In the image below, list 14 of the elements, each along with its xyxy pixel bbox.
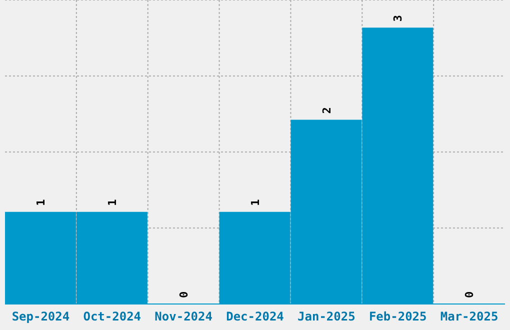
data-label: 2 [320, 107, 334, 114]
x-tick-label: Oct-2024 [83, 310, 142, 324]
data-label: 0 [463, 291, 476, 298]
x-tick-label: Mar-2025 [440, 310, 498, 324]
data-label: 1 [34, 198, 48, 206]
x-tick-label: Jan-2025 [298, 310, 356, 324]
data-label: 1 [106, 198, 119, 206]
x-tick-label: Feb-2025 [368, 310, 427, 324]
x-tick-label: Dec-2024 [226, 310, 284, 324]
data-label: 1 [248, 198, 262, 206]
x-tick-label: Sep-2024 [12, 310, 70, 324]
data-label: 0 [177, 291, 190, 298]
x-tick-label: Nov-2024 [154, 310, 212, 324]
data-label: 3 [392, 15, 405, 22]
